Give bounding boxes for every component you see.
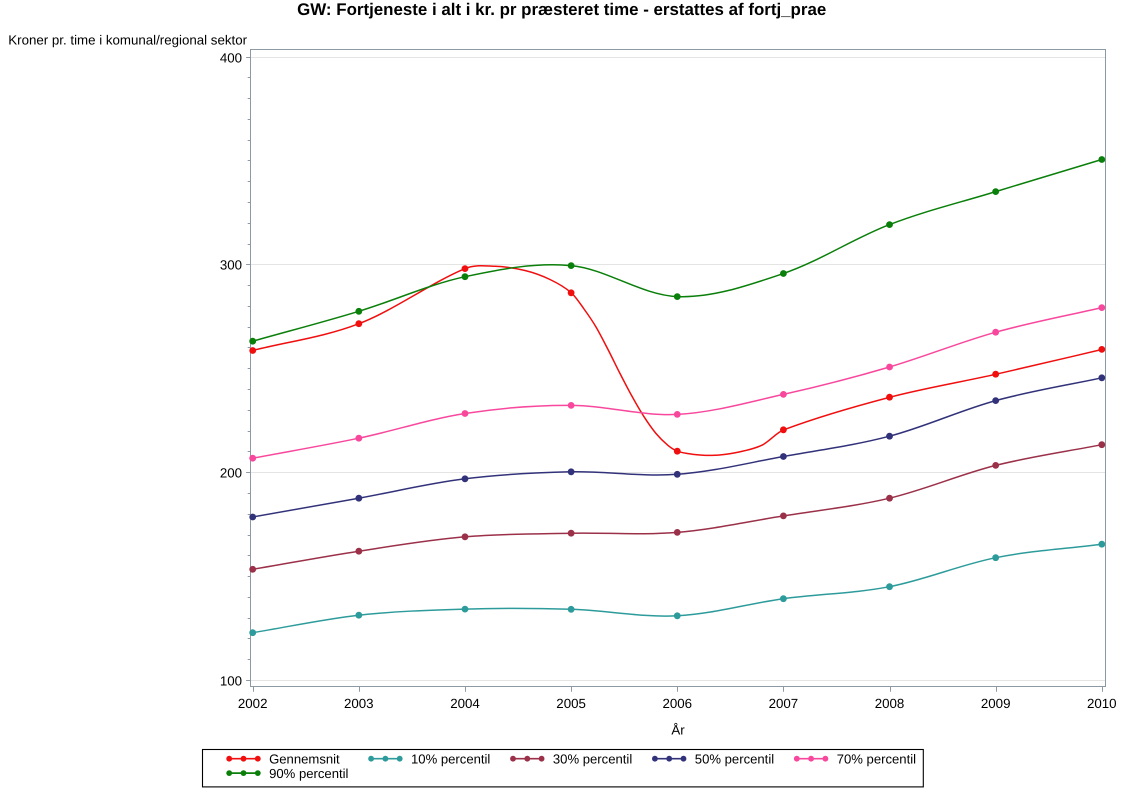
svg-text:300: 300 [220,257,242,272]
svg-text:70% percentil: 70% percentil [837,752,916,767]
svg-text:30% percentil: 30% percentil [553,752,632,767]
svg-text:2010: 2010 [1087,696,1117,711]
svg-text:År: År [671,723,685,738]
svg-text:Gennemsnit: Gennemsnit [269,752,340,767]
svg-text:2003: 2003 [344,696,374,711]
svg-text:2004: 2004 [450,696,480,711]
svg-text:10% percentil: 10% percentil [411,752,490,767]
svg-text:200: 200 [220,465,242,480]
svg-text:90% percentil: 90% percentil [269,766,348,781]
svg-text:GW: Fortjeneste i alt i kr. pr: GW: Fortjeneste i alt i kr. pr præsteret… [297,0,826,19]
svg-text:2008: 2008 [875,696,905,711]
svg-text:2006: 2006 [663,696,693,711]
svg-text:400: 400 [220,50,242,65]
svg-text:100: 100 [220,673,242,688]
svg-text:2009: 2009 [981,696,1011,711]
svg-text:50% percentil: 50% percentil [695,752,774,767]
svg-text:2007: 2007 [769,696,799,711]
svg-text:Kroner pr. time i komunal/regi: Kroner pr. time i komunal/regional sekto… [8,32,247,47]
svg-text:2005: 2005 [556,696,586,711]
svg-text:2002: 2002 [238,696,268,711]
